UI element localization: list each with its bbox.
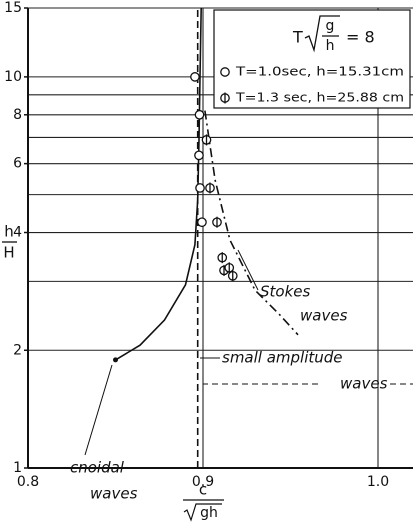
marker-circle	[194, 150, 204, 161]
sqrt-sign	[183, 503, 222, 522]
data-point	[205, 182, 215, 194]
legend-title: = 8	[346, 28, 375, 47]
y-tick-label: 15	[4, 0, 22, 16]
y-tick-label: 2	[13, 342, 22, 358]
annotation: Stokes	[260, 283, 310, 301]
data-point	[220, 67, 230, 77]
legend-title: g	[326, 18, 335, 34]
data-point	[197, 217, 207, 228]
y-tick-label: 6	[13, 156, 22, 172]
marker-circle	[220, 67, 230, 77]
legend-label: T=1.0sec, h=15.31cm	[235, 65, 404, 79]
leader-line	[237, 249, 259, 291]
y-axis-label: H	[3, 244, 14, 262]
y-axis-label: h	[4, 223, 14, 241]
marker-circle	[194, 109, 205, 120]
data-point	[194, 150, 204, 161]
marker-circle	[195, 183, 205, 193]
legend-title: h	[326, 38, 335, 54]
data-point	[190, 72, 200, 82]
y-tick-label: 8	[13, 107, 22, 123]
sqrt-sign	[304, 15, 340, 53]
annotation: waves	[300, 307, 348, 325]
curve-end-dot	[113, 357, 118, 363]
x-tick-label: 0.9	[192, 474, 214, 490]
legend-label: T=1.3 sec, h=25.88 cm	[235, 91, 404, 105]
data-point	[201, 134, 212, 146]
theory-curve	[204, 110, 299, 336]
data-point	[212, 216, 222, 228]
marker-circle	[197, 217, 207, 228]
x-tick-label: 1.0	[367, 474, 389, 490]
data-point	[224, 262, 235, 274]
marker-circle	[190, 72, 200, 82]
x-tick-label: 0.8	[17, 474, 39, 490]
theory-curve	[115, 7, 202, 361]
annotation: cnoidal	[70, 459, 125, 477]
x-axis-label: c	[199, 481, 207, 499]
y-tick-label: 1	[13, 460, 22, 476]
annotation: waves	[340, 375, 388, 393]
legend-box	[213, 9, 411, 109]
y-tick-label: 10	[4, 69, 22, 85]
legend-title: T	[292, 28, 303, 47]
data-point	[220, 92, 230, 104]
y-tick-label: 4	[13, 225, 22, 241]
annotation: waves	[90, 485, 138, 503]
x-axis-label: gh	[200, 505, 218, 521]
data-point	[195, 183, 205, 193]
legend: Tgh = 8 T=1.0sec, h=15.31cm T=1.3 sec, h=25…	[213, 9, 411, 109]
data-point	[217, 252, 228, 264]
data-point	[227, 270, 238, 282]
annotation: small amplitude	[222, 349, 343, 367]
leader-line	[84, 364, 113, 456]
data-point	[194, 109, 205, 120]
